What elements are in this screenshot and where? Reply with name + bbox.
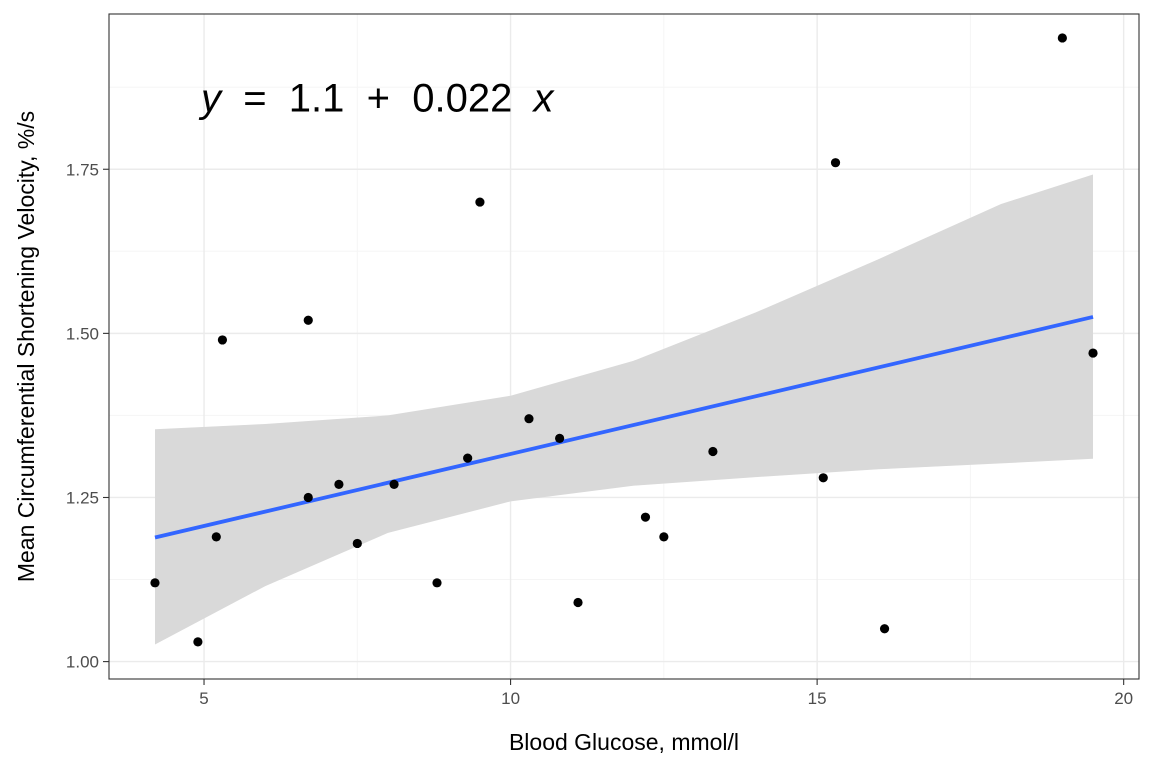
equation-intercept: 1.1 [289,76,345,120]
x-tick-label: 5 [199,689,208,708]
data-point [818,473,828,483]
data-point [211,532,221,542]
data-point [303,315,313,325]
x-axis-ticks: 5 10 15 20 [199,679,1133,708]
data-point [303,492,313,503]
panel-border [108,13,1140,680]
equation-y-variable: y [198,76,224,120]
y-tick-label: 1.75 [66,160,99,179]
x-tick-label: 15 [808,689,827,708]
data-point [475,197,485,207]
y-axis-ticks: 1.00 1.25 1.50 1.75 [66,160,109,672]
y-axis-title: Mean Circumferential Shortening Velocity… [13,111,39,582]
data-point [193,637,203,647]
equation-slope: 0.022 [412,76,512,120]
data-point [573,597,583,608]
data-point [1057,33,1067,43]
data-point [217,335,228,345]
y-tick-label: 1.25 [66,488,99,507]
regression-equation: y = 1.1 + 0.022 x [198,76,556,120]
data-point [352,538,362,549]
y-tick-label: 1.00 [66,653,99,672]
equation-equals: = [232,76,278,120]
data-point [1088,348,1098,358]
data-point [830,158,841,168]
data-point [389,479,399,489]
x-tick-label: 20 [1114,689,1133,708]
equation-plus: + [356,76,402,120]
data-point [334,479,344,489]
data-point [463,453,473,463]
data-point [879,624,890,634]
y-tick-label: 1.50 [66,324,99,343]
data-point [659,532,669,542]
data-point [432,578,442,588]
confidence-band [155,174,1093,645]
x-tick-label: 10 [501,689,520,708]
data-point [555,433,565,444]
equation-x-variable: x [531,76,555,120]
x-axis-title: Blood Glucose, mmol/l [509,729,739,755]
data-point [640,512,651,522]
data-point [708,446,718,457]
data-points [150,33,1098,647]
data-point [524,414,534,424]
confidence-band-layer [155,174,1093,645]
data-point [150,578,160,588]
